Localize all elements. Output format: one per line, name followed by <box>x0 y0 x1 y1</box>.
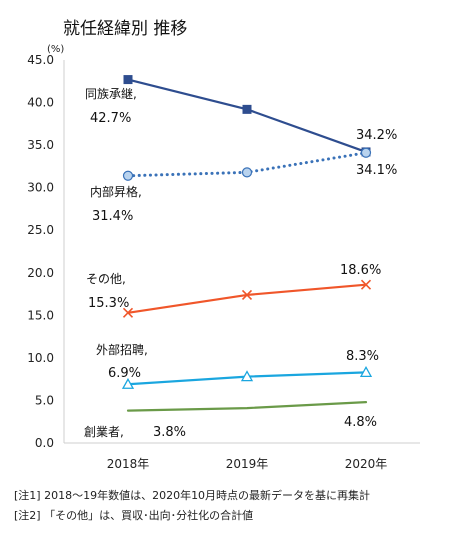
data-point <box>241 289 253 300</box>
data-point <box>122 170 134 181</box>
data-label-2020: 34.1% <box>356 163 397 178</box>
chart-title: 就任経緯別 推移 <box>63 19 188 39</box>
series-2: その他, 15.3% 18.6% <box>86 263 381 318</box>
x-tick-label: 2020年 <box>345 457 388 471</box>
data-point <box>241 167 253 178</box>
data-point <box>242 104 252 114</box>
data-label-2020: 8.3% <box>346 349 379 364</box>
series-layer: 同族承継, 42.7% 34.2% 内部昇格, 31.4% 34.1% その他, 15.3% 1… <box>84 75 397 440</box>
y-axis-unit: (%) <box>47 44 64 55</box>
series-name-label: その他, <box>86 272 126 286</box>
data-label-2018: 15.3% <box>88 296 129 311</box>
footnotes: [注1] 2018～19年数値は、2020年10月時点の最新データを基に再集計 … <box>14 486 370 526</box>
data-point <box>122 307 134 318</box>
series-name-label: 同族承継, <box>85 86 137 101</box>
series-line <box>126 283 368 314</box>
y-tick-label: 25.0 <box>27 223 54 237</box>
series-name-label: 内部昇格, <box>90 184 142 199</box>
y-tick-label: 0.0 <box>35 436 54 450</box>
data-label-2018: 6.9% <box>108 366 141 381</box>
footnote-1: [注1] 2018～19年数値は、2020年10月時点の最新データを基に再集計 <box>14 489 371 502</box>
y-tick-label: 40.0 <box>27 96 54 110</box>
data-label-2018: 3.8% <box>153 425 186 440</box>
y-tick-label: 10.0 <box>27 351 54 365</box>
series-name-label: 外部招聘, <box>96 342 148 357</box>
data-label-2018: 31.4% <box>92 209 133 224</box>
data-point <box>121 377 135 389</box>
data-label-2020: 4.8% <box>344 415 377 430</box>
y-tick-label: 30.0 <box>27 181 54 195</box>
data-point <box>240 370 254 382</box>
x-tick-label: 2019年 <box>226 457 269 471</box>
series-1: 内部昇格, 31.4% 34.1% <box>90 147 397 224</box>
data-label-2018: 42.7% <box>90 111 131 126</box>
x-tick-label: 2018年 <box>107 457 150 471</box>
series-name-label: 創業者, <box>84 425 124 439</box>
data-point <box>360 279 372 290</box>
series-4: 創業者, 3.8% 4.8% <box>84 401 377 440</box>
y-tick-label: 15.0 <box>27 308 54 322</box>
series-3: 外部招聘, 6.9% 8.3% <box>96 342 379 389</box>
y-tick-label: 20.0 <box>27 266 54 280</box>
y-tick-label: 35.0 <box>27 138 54 152</box>
y-tick-label: 45.0 <box>27 53 54 67</box>
footnote-2: [注2] 「その他」は、買収･出向･分社化の合計値 <box>14 509 254 522</box>
line-chart: (%) 45.0 40.0 35.0 30.0 25.0 20.0 15.0 10.0 5.0 0… <box>27 44 420 471</box>
y-tick-label: 5.0 <box>35 393 54 407</box>
data-point <box>360 147 372 158</box>
data-label-2020: 34.2% <box>356 128 397 143</box>
series-0: 同族承継, 42.7% 34.2% <box>85 75 397 157</box>
x-tick-labels: 2018年 2019年 2020年 <box>107 457 388 471</box>
data-point <box>359 366 373 378</box>
data-point <box>123 75 133 85</box>
series-line <box>126 401 368 412</box>
y-tick-labels: 45.0 40.0 35.0 30.0 25.0 20.0 15.0 10.0 5.0 0.0 <box>27 53 54 450</box>
data-label-2020: 18.6% <box>340 263 381 278</box>
series-line <box>126 78 368 154</box>
